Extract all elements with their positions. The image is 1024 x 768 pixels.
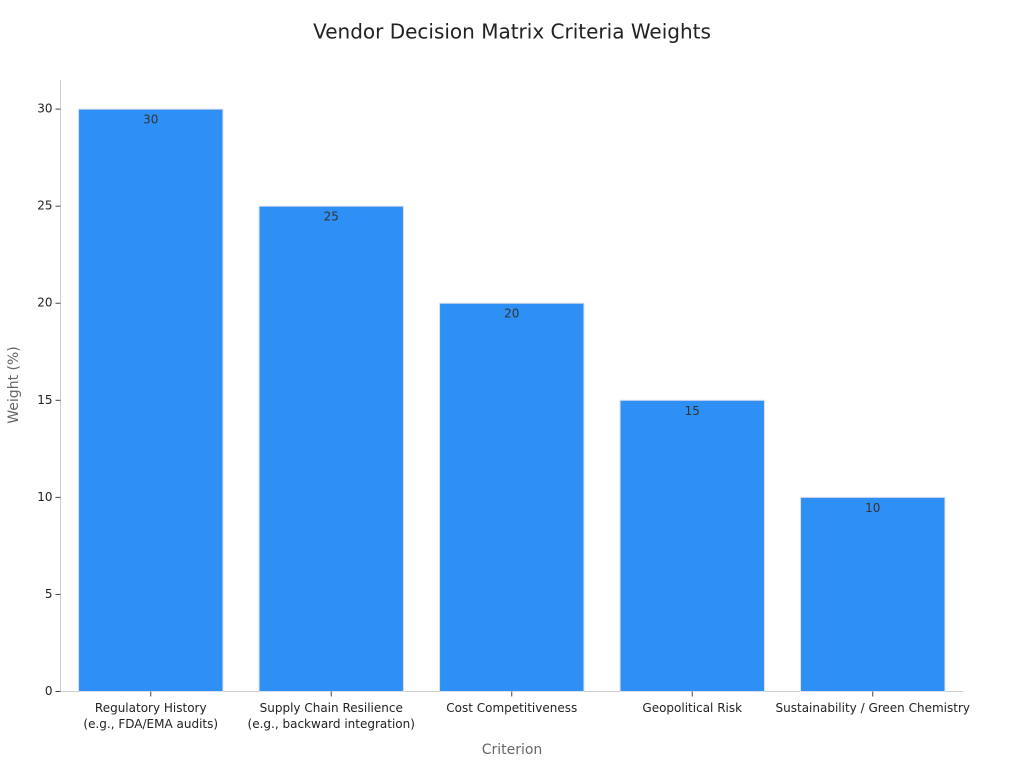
x-axis-label: Criterion — [482, 742, 543, 758]
value-label: 15 — [685, 404, 700, 418]
y-tick-label: 15 — [37, 393, 52, 407]
chart-title: Vendor Decision Matrix Criteria Weights — [313, 20, 711, 44]
y-tick-label: 10 — [37, 490, 52, 504]
bar — [439, 302, 585, 692]
bar — [258, 205, 404, 693]
y-tick-label: 20 — [37, 296, 52, 310]
value-label: 10 — [865, 501, 880, 515]
y-tick-label: 5 — [45, 587, 53, 601]
value-label: 30 — [143, 113, 158, 127]
y-tick-label: 30 — [37, 102, 52, 116]
value-label: 20 — [504, 307, 519, 321]
y-axis-label: Weight (%) — [6, 346, 22, 423]
value-label: 25 — [324, 210, 339, 224]
x-tick-label: Regulatory History (e.g., FDA/EMA audits… — [83, 700, 219, 731]
bar — [78, 108, 224, 693]
bar — [619, 399, 765, 692]
x-tick-label: Supply Chain Resilience (e.g., backward … — [247, 700, 415, 731]
y-tick-label: 0 — [45, 684, 53, 698]
x-tick-label: Sustainability / Green Chemistry — [775, 700, 970, 715]
y-tick-label: 25 — [37, 199, 52, 213]
x-tick-label: Cost Competitiveness — [446, 700, 578, 715]
bar — [800, 496, 946, 692]
x-tick-label: Geopolitical Risk — [642, 700, 743, 715]
